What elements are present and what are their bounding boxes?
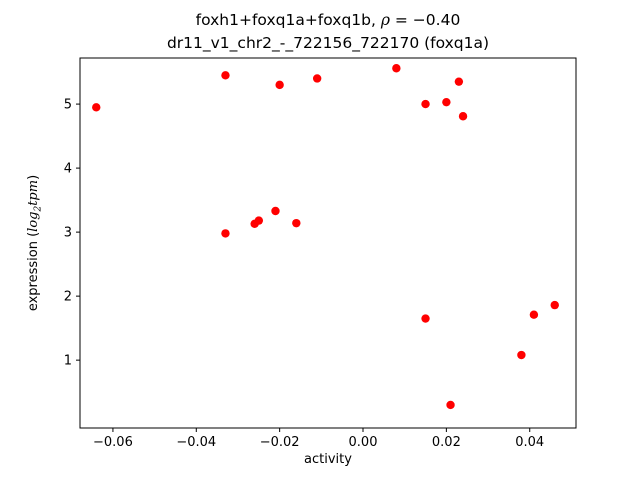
data-point (292, 218, 301, 228)
data-point (454, 77, 464, 86)
data-point (92, 103, 101, 112)
y-tick-label: 2 (64, 290, 72, 305)
x-axis-label: activity (304, 452, 352, 467)
axes-spines (79, 57, 577, 429)
y-tick-label: 5 (64, 98, 72, 113)
data-point (550, 300, 559, 310)
x-tick-label: −0.06 (93, 435, 133, 450)
data-point (275, 80, 284, 90)
data-point (312, 74, 322, 83)
data-point (421, 99, 430, 109)
chart-title-line1: foxh1+foxq1a+foxq1b, ρ = −0.40 (80, 9, 576, 32)
x-tick-label: −0.02 (260, 435, 300, 450)
chart-subtitle: dr11_v1_chr2_-_722156_722170 (foxq1a) (166, 34, 490, 52)
data-point (221, 229, 230, 238)
data-point (221, 71, 230, 80)
data-point (392, 64, 401, 73)
x-tick-label: −0.04 (176, 435, 216, 450)
y-tick-label: 1 (64, 354, 72, 369)
chart-title: foxh1+foxq1a+foxq1b, ρ = −0.40 dr11_v1_c… (80, 9, 576, 55)
y-tick-label: 3 (64, 226, 72, 241)
data-point (271, 206, 280, 216)
data-point (421, 314, 430, 323)
data-point (442, 97, 451, 107)
x-tick-label: 0.00 (349, 435, 378, 450)
x-tick-label: 0.02 (432, 435, 461, 450)
data-point (458, 112, 468, 121)
x-tick-label: 0.04 (515, 435, 544, 450)
data-point (446, 400, 455, 410)
data-point (254, 216, 264, 225)
title-text-suffix: = −0.40 (389, 11, 461, 29)
y-tick-label: 4 (64, 162, 72, 177)
data-point (517, 350, 526, 360)
title-rho-symbol: ρ (380, 11, 390, 29)
title-text-prefix: foxh1+foxq1a+foxq1b, (195, 11, 381, 29)
data-point (529, 310, 539, 319)
